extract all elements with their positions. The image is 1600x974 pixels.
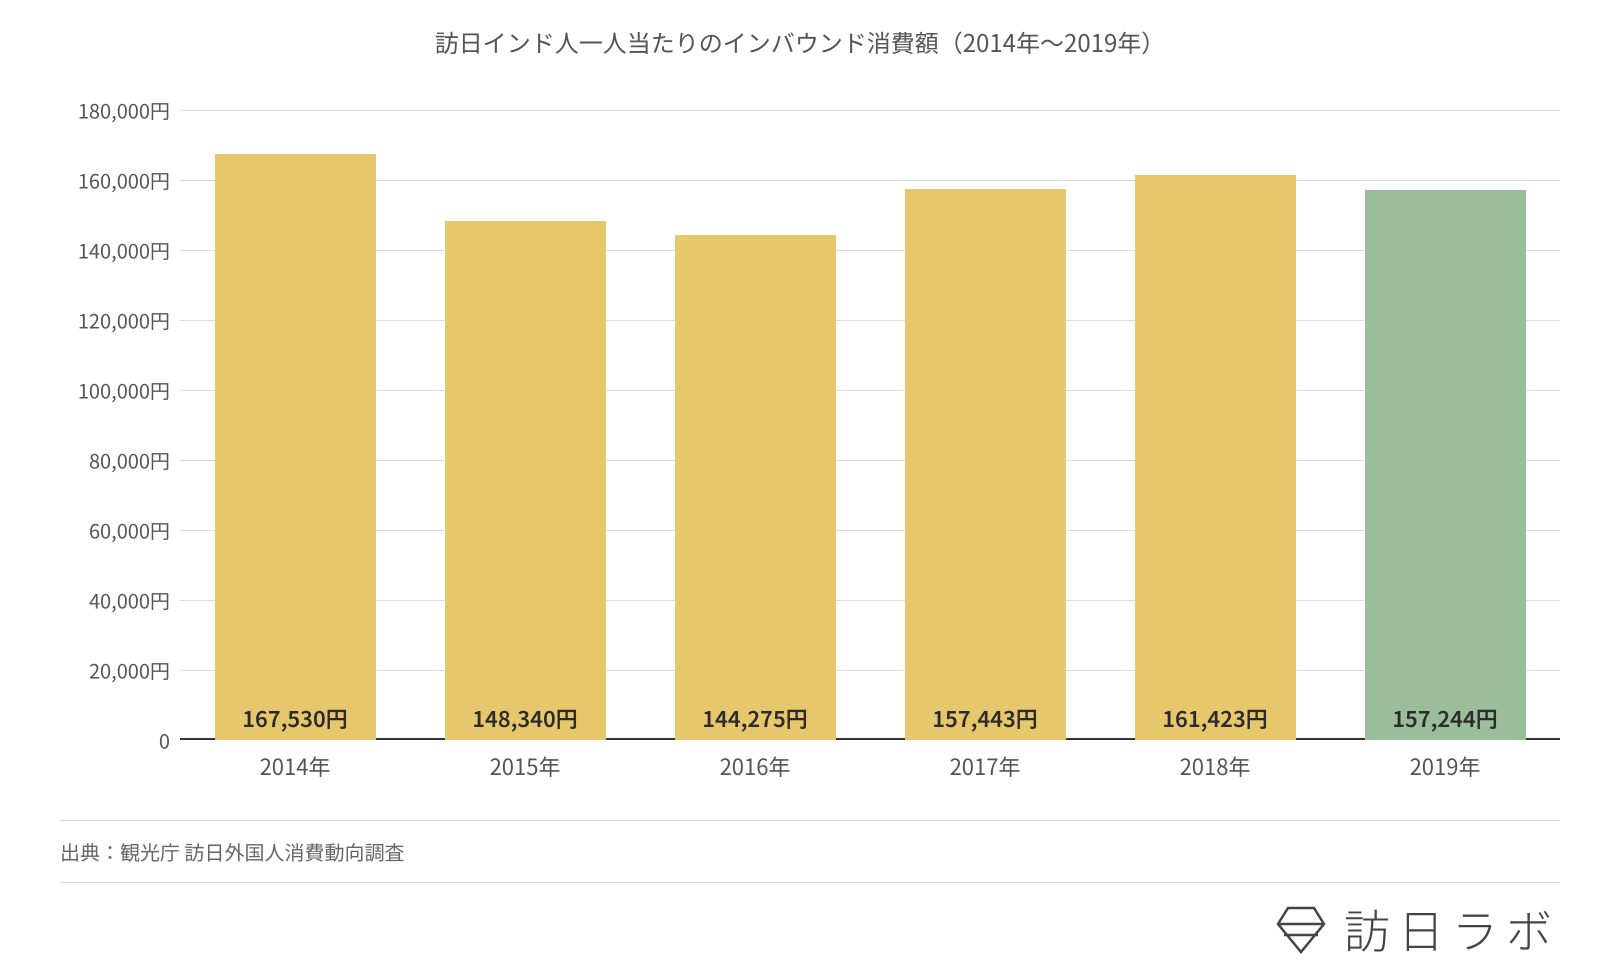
chart-title: 訪日インド人一人当たりのインバウンド消費額（2014年〜2019年） xyxy=(0,0,1600,59)
y-axis-label: 160,000円 xyxy=(78,166,170,195)
logo-text: 訪日ラボ xyxy=(1344,896,1560,962)
bar xyxy=(445,221,606,740)
y-axis-label: 140,000円 xyxy=(78,236,170,265)
y-axis-label: 20,000円 xyxy=(89,656,170,685)
y-axis-label: 40,000円 xyxy=(89,586,170,615)
brand-logo: 訪日ラボ xyxy=(1274,896,1560,962)
y-axis-label: 180,000円 xyxy=(78,96,170,125)
bar-value-label: 144,275円 xyxy=(640,702,870,734)
x-axis-line xyxy=(180,738,1560,740)
gridline xyxy=(180,390,1560,391)
gridline xyxy=(180,600,1560,601)
plot-area: 167,530円148,340円144,275円157,443円161,423円… xyxy=(180,110,1560,740)
gridline xyxy=(180,250,1560,251)
chart-area: 167,530円148,340円144,275円157,443円161,423円… xyxy=(60,90,1560,790)
y-axis-label: 100,000円 xyxy=(78,376,170,405)
x-axis-label: 2016年 xyxy=(640,750,870,782)
x-axis-label: 2014年 xyxy=(180,750,410,782)
x-axis-label: 2018年 xyxy=(1100,750,1330,782)
bar-value-label: 148,340円 xyxy=(410,702,640,734)
bar xyxy=(1365,190,1526,740)
y-axis-label: 80,000円 xyxy=(89,446,170,475)
gridline xyxy=(180,320,1560,321)
bar xyxy=(215,154,376,740)
y-axis-label: 60,000円 xyxy=(89,516,170,545)
y-axis-label: 0 xyxy=(159,726,170,755)
x-axis-label: 2017年 xyxy=(870,750,1100,782)
bar xyxy=(905,189,1066,740)
gridline xyxy=(180,180,1560,181)
gridline xyxy=(180,530,1560,531)
gridline xyxy=(180,460,1560,461)
bar xyxy=(675,235,836,740)
x-axis-label: 2019年 xyxy=(1330,750,1560,782)
bar-value-label: 157,443円 xyxy=(870,702,1100,734)
gridline xyxy=(180,670,1560,671)
bar-value-label: 157,244円 xyxy=(1330,702,1560,734)
bar xyxy=(1135,175,1296,740)
source-citation: 出典：観光庁 訪日外国人消費動向調査 xyxy=(60,820,1560,883)
gridline xyxy=(180,110,1560,111)
bar-value-label: 167,530円 xyxy=(180,702,410,734)
x-axis-label: 2015年 xyxy=(410,750,640,782)
y-axis-label: 120,000円 xyxy=(78,306,170,335)
logo-icon xyxy=(1274,902,1328,956)
bar-value-label: 161,423円 xyxy=(1100,702,1330,734)
